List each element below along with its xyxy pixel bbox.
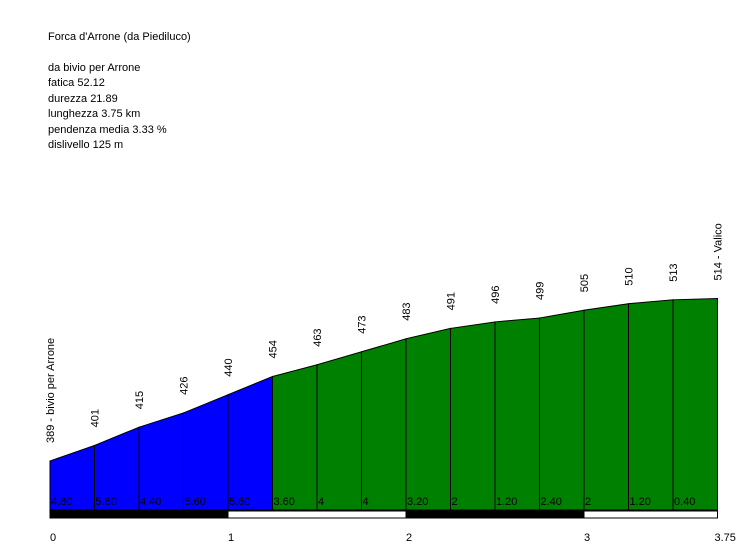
profile-segment-8 [405, 327, 451, 511]
info-line-start: da bivio per Arrone [48, 61, 141, 74]
elevation-label-5: 454 [268, 340, 280, 358]
elevation-label-1: 401 [90, 409, 102, 427]
segment-gradient-label-5: 3.60 [274, 496, 295, 508]
elevation-label-15: 514 - Valico [713, 223, 725, 280]
segment-gradient-label-4: 5.60 [229, 496, 250, 508]
profile-info: Forca d'Arrone (da Piediluco) da bivio p… [48, 30, 191, 154]
profile-segment-3 [183, 393, 229, 511]
elevation-label-2: 415 [134, 391, 146, 409]
segment-gradient-label-1: 5.60 [96, 496, 117, 508]
segment-gradient-label-7: 4 [363, 496, 369, 508]
profile-segment-7 [361, 338, 407, 511]
segment-gradient-label-2: 4.40 [140, 496, 161, 508]
segment-gradient-label-9: 2 [452, 496, 458, 508]
x-tick-label-2: 2 [406, 532, 412, 544]
segment-gradient-label-14: 0.40 [674, 496, 695, 508]
km-scale-bar-2 [405, 510, 585, 519]
elevation-label-11: 499 [535, 282, 547, 300]
segment-gradient-label-11: 2.40 [541, 496, 562, 508]
profile-title: Forca d'Arrone (da Piediluco) [48, 31, 191, 43]
elevation-label-9: 491 [446, 292, 458, 310]
info-line-pendenza: pendenza media 3.33 % [48, 123, 167, 136]
x-tick-label-3: 3 [584, 532, 590, 544]
profile-segment-14 [672, 297, 718, 511]
profile-segment-9 [450, 321, 496, 511]
profile-segment-13 [628, 299, 674, 511]
segment-gradient-label-10: 1.20 [496, 496, 517, 508]
segment-gradient-label-12: 2 [585, 496, 591, 508]
x-tick-label-1: 1 [228, 532, 234, 544]
profile-segment-10 [494, 317, 540, 511]
profile-segment-4 [227, 375, 273, 511]
info-line-durezza: durezza 21.89 [48, 92, 118, 105]
elevation-label-3: 426 [179, 377, 191, 395]
profile-segment-12 [583, 303, 629, 511]
info-line-fatica: fatica 52.12 [48, 77, 105, 89]
elevation-label-10: 496 [490, 286, 502, 304]
km-scale-bar-0 [49, 510, 229, 519]
segment-gradient-label-8: 3.20 [407, 496, 428, 508]
profile-segment-6 [316, 351, 362, 511]
x-tick-label-4: 3.75 [715, 532, 736, 544]
x-tick-label-0: 0 [50, 532, 56, 544]
segment-gradient-label-0: 4.80 [51, 496, 72, 508]
km-scale-bar-1 [227, 510, 407, 519]
info-line-dislivello: dislivello 125 m [48, 139, 124, 151]
info-line-lunghezza: lunghezza 3.75 km [48, 108, 141, 120]
elevation-label-4: 440 [223, 358, 235, 376]
elevation-label-13: 510 [624, 267, 636, 285]
km-scale-bar-3 [583, 510, 718, 519]
elevation-label-0: 389 - bivio per Arrone [45, 338, 57, 443]
elevation-label-7: 473 [357, 315, 369, 333]
segment-gradient-label-13: 1.20 [630, 496, 651, 508]
profile-segment-5 [272, 364, 318, 511]
segment-gradient-label-3: 5.60 [185, 496, 206, 508]
elevation-label-8: 483 [401, 302, 413, 320]
elevation-label-14: 513 [668, 263, 680, 281]
elevation-label-12: 505 [579, 274, 591, 292]
segment-gradient-label-6: 4 [318, 496, 324, 508]
profile-segment-11 [539, 309, 585, 511]
elevation-label-6: 463 [312, 328, 324, 346]
